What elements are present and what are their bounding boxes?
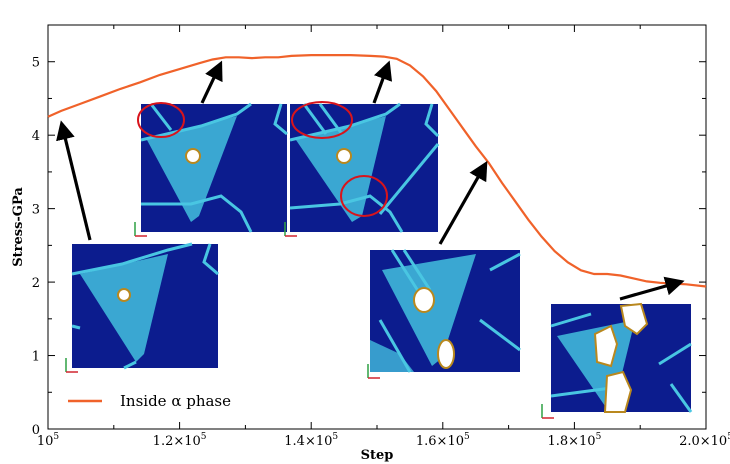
arrow-4	[438, 160, 488, 245]
y-tick-label-0: 0	[32, 423, 40, 438]
arrow-2	[200, 60, 223, 104]
inset-3-axes-icon	[284, 222, 297, 237]
inset-2	[137, 102, 288, 233]
series-line-inside-alpha-phase	[47, 54, 707, 288]
x-tick-label-0: 105	[37, 432, 60, 449]
x-tick-label-3: 1.6×105	[416, 432, 470, 449]
arrow-1	[56, 120, 92, 241]
inset-5	[550, 302, 693, 413]
inset-1-axes-icon	[65, 358, 78, 373]
inset-3	[289, 101, 440, 233]
inset-2-axes-icon	[134, 222, 147, 237]
x-tick-label-2: 1.4×105	[284, 432, 338, 449]
axis-ticks	[47, 25, 707, 430]
x-axis-title: Step	[361, 448, 394, 463]
y-tick-label-2: 2	[32, 276, 40, 291]
inset-4	[370, 249, 521, 373]
arrows	[56, 60, 685, 301]
y-tick-label-5: 5	[32, 56, 40, 71]
y-tick-label-4: 4	[32, 129, 40, 144]
y-tick-label-3: 3	[32, 203, 40, 218]
inset-4-axes-icon	[367, 364, 380, 379]
x-tick-label-1: 1.2×105	[153, 432, 207, 449]
tick-labels: 105 1.2×105 1.4×105 1.6×105 1.8×105 2.0×105 0 1…	[32, 56, 730, 449]
arrow-3	[372, 60, 393, 104]
x-tick-label-5: 2.0×105	[679, 432, 730, 449]
arrow-5	[619, 276, 685, 301]
legend: Inside α phase	[68, 392, 231, 410]
y-axis-title: Stress-GPa	[11, 187, 26, 267]
inset-5-axes-icon	[541, 404, 554, 419]
y-tick-label-1: 1	[32, 350, 40, 365]
legend-label: Inside α phase	[120, 392, 231, 410]
inset-1	[71, 242, 219, 370]
x-tick-label-4: 1.8×105	[547, 432, 601, 449]
